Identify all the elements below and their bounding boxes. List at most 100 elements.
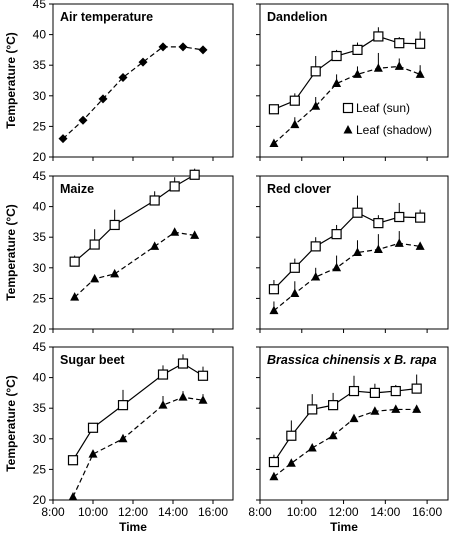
x-tick-label: 16:00 [412,505,442,519]
series-line-shadow [74,231,195,298]
legend: Leaf (sun) Leaf (shadow) [342,101,432,137]
data-point-diamond [198,45,208,55]
data-point-diamond [138,57,148,67]
data-point-diamond [158,42,168,52]
data-point-triangle [391,404,401,413]
x-tick-label: 10:00 [287,505,317,519]
data-point-triangle [394,61,404,70]
y-tick-label: 40 [33,200,47,214]
data-point-triangle [90,273,100,283]
series-line-shadow [273,65,421,144]
data-point-square [197,370,209,381]
y-tick-label: 45 [33,169,47,183]
data-point-triangle [370,406,380,415]
x-tick-label: 12:00 [118,505,148,519]
y-tick-label: 45 [33,340,47,354]
data-point-triangle [269,471,279,481]
data-point-square [348,385,360,397]
data-point-square [149,195,160,206]
y-tick-label: 25 [33,291,47,305]
y-tick-label: 20 [33,150,47,164]
data-point-triangle [373,63,383,72]
series-line-shadow [72,396,204,498]
panel-1: Dandelion Leaf (sun) Leaf (shadow) [256,3,449,161]
data-point-square [117,400,129,411]
y-tick-label: 20 [33,493,47,507]
data-point-triangle [332,262,342,272]
y-tick-label: 35 [33,401,47,415]
panel-frame [52,175,234,330]
data-point-triangle [415,69,425,78]
legend-marker-square [342,102,354,114]
y-tick-label: 20 [33,322,47,336]
panel-4: 20 25 30 35 40 45 8:00 10:00 12:00 14:00 16:00 Temp… [4,340,234,534]
data-point-square [411,383,422,394]
panel-title: Dandelion [267,10,327,24]
data-point-square [310,241,321,252]
data-point-triangle [373,244,383,253]
panel-0: 20 25 30 35 40 45 Temperature (°C) Air temperat… [4,0,234,164]
panel-title: Sugar beet [60,353,125,367]
data-point-triangle [110,268,120,278]
data-point-square [87,422,99,433]
x-axis-label: Time [119,520,147,534]
data-point-square [310,66,321,77]
data-point-triangle [118,433,128,443]
panel-title: Brassica chinensis x B. rapa [267,353,437,367]
data-point-square [369,387,380,398]
data-point-square [373,218,384,229]
legend-marker-triangle [343,125,353,134]
legend-label: Leaf (shadow) [356,123,432,137]
data-point-square [89,239,100,250]
data-point-triangle [170,227,180,236]
data-point-square [109,219,120,231]
x-axis-label: Time [330,520,358,534]
y-axis-label: Temperature (°C) [4,375,18,472]
data-point-diamond [118,72,128,82]
data-point-triangle [198,395,208,404]
data-point-square [328,400,339,411]
data-point-square [352,207,363,218]
data-point-triangle [352,69,362,78]
panel-title: Red clover [267,182,331,196]
data-point-diamond [98,94,108,104]
data-point-triangle [286,458,296,467]
data-point-square [169,181,180,192]
data-point-triangle [150,241,160,250]
data-point-square [307,404,318,415]
data-point-diamond [178,42,188,52]
data-point-triangle [190,230,200,239]
data-point-triangle [349,413,359,423]
data-point-triangle [332,78,342,88]
panel-frame [259,175,449,330]
y-axis-label: Temperature (°C) [4,32,18,129]
data-point-triangle [68,491,78,501]
x-tick-label: 8:00 [248,505,272,519]
data-point-triangle [352,247,362,256]
panel-frame [259,3,449,158]
y-tick-label: 30 [33,261,47,275]
y-tick-label: 35 [33,58,47,72]
x-tick-label: 10:00 [78,505,108,519]
data-point-triangle [88,449,98,458]
data-point-square [331,229,342,240]
panel-2: 20 25 30 35 40 45 Temperature (°C) Maize [4,168,234,336]
data-point-triangle [311,101,321,110]
x-tick-label: 16:00 [198,505,228,519]
data-point-triangle [394,238,404,247]
panel-frame [52,3,234,158]
data-point-square [69,256,80,267]
data-point-square [268,456,280,468]
data-point-square [289,95,300,106]
data-point-triangle [178,392,188,401]
x-tick-label: 12:00 [329,505,359,519]
data-point-triangle [269,138,279,148]
data-point-triangle [158,400,168,409]
data-point-square [331,50,342,62]
data-point-diamond [78,115,88,125]
data-point-triangle [269,305,279,315]
series-line-shadow [273,242,421,312]
data-point-triangle [415,241,425,250]
data-point-square [289,262,300,273]
